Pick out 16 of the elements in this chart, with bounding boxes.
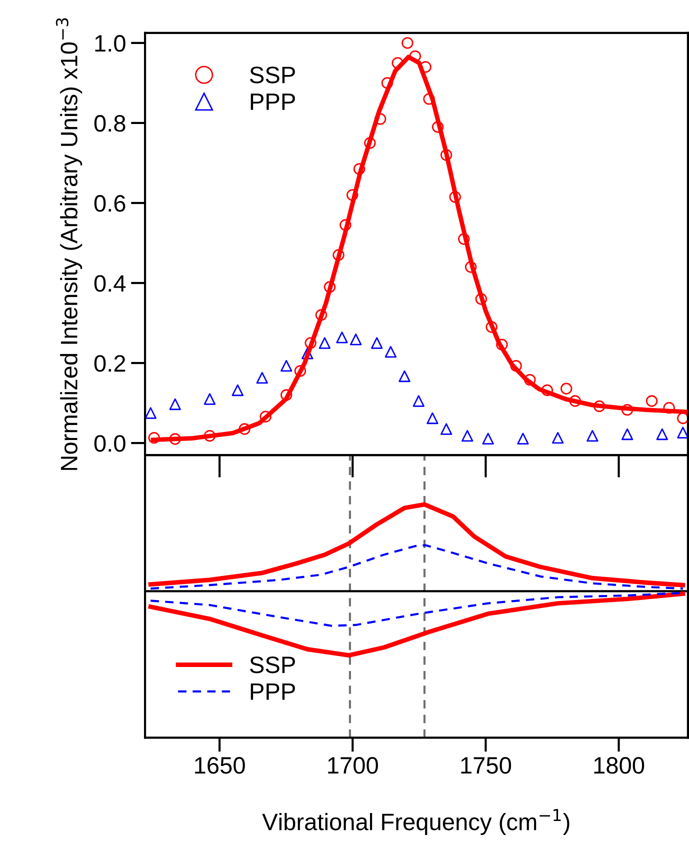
x-axis-title: Vibrational Frequency (cm$^{−1}$) xyxy=(262,809,570,835)
legend-label: SSP xyxy=(250,656,295,674)
x-tick-label: 1800 xyxy=(594,757,644,774)
y-tick-label: 0.0 xyxy=(94,435,126,452)
y-tick-label: 1.0 xyxy=(95,35,126,52)
y-axis-title: Normalized Intensity (Arbitrary Units) x10$^{−3}$ xyxy=(56,18,82,470)
legend-label: PPP xyxy=(250,683,295,700)
x-tick-label: 1650 xyxy=(195,757,245,774)
legend-label: PPP xyxy=(250,94,295,110)
x-tick-label: 1700 xyxy=(328,757,378,774)
y-tick-label: 0.2 xyxy=(94,355,126,372)
x-tick-label: 1750 xyxy=(461,757,512,774)
legend-label: SSP xyxy=(250,66,295,84)
y-tick-label: 0.6 xyxy=(94,195,126,212)
y-tick-label: 0.8 xyxy=(94,115,126,132)
y-tick-label: 0.4 xyxy=(94,275,126,292)
